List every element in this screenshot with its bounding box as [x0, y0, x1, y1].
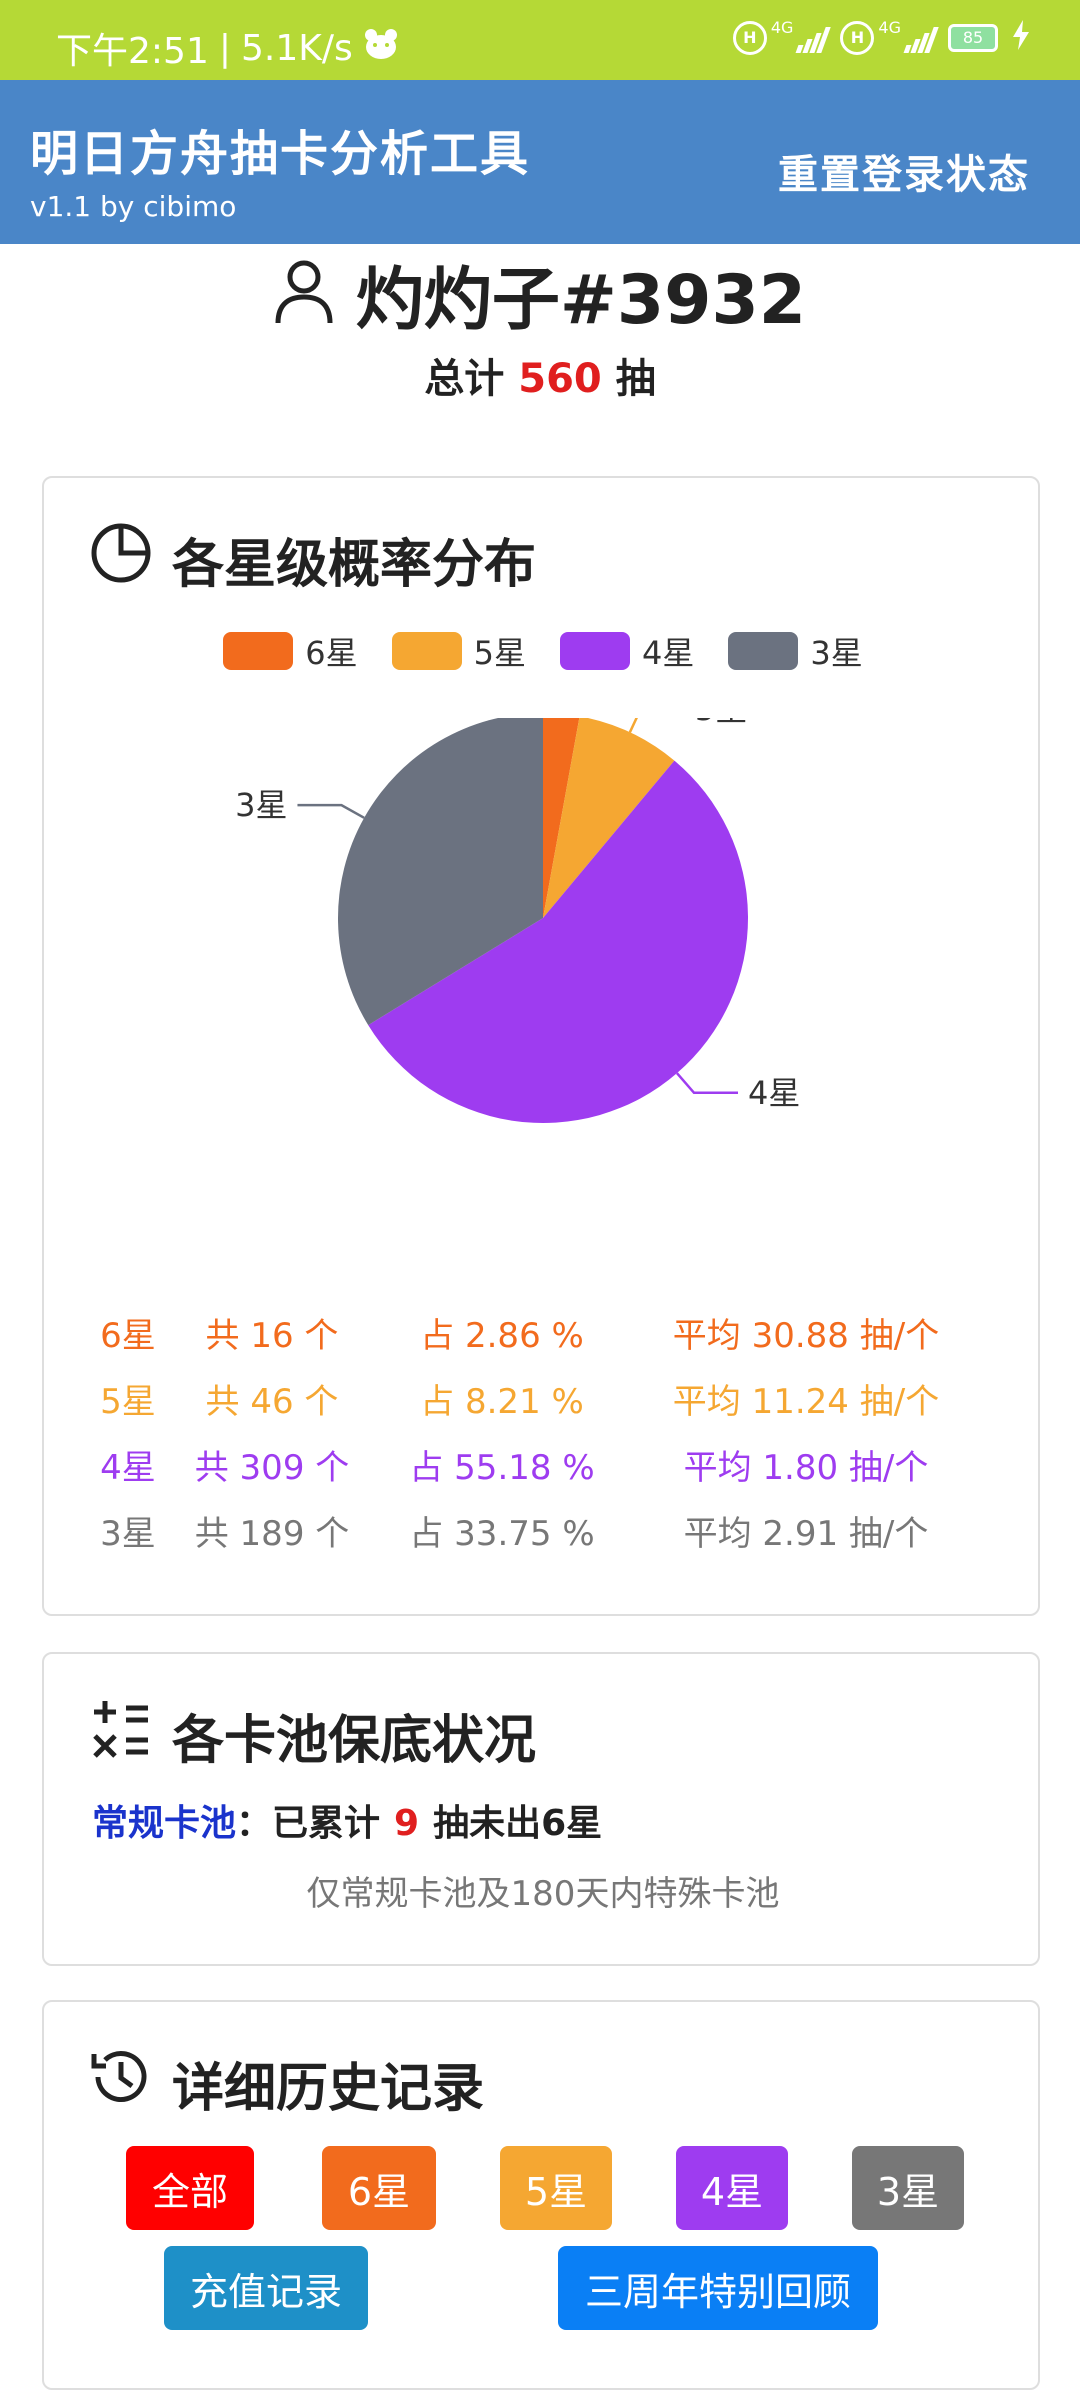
status-speed: 5.1K/s: [240, 27, 353, 69]
recharge-record-button[interactable]: 充值记录: [164, 2246, 368, 2330]
history-card: 详细历史记录 全部 6星 5星 4星 3星 充值记录 三周年特别回顾: [42, 2000, 1040, 2390]
legend-item-4[interactable]: 4星: [560, 628, 694, 674]
pie-leader-5: [628, 718, 638, 733]
charging-icon: [1012, 20, 1030, 55]
history-title: 详细历史记录: [90, 2046, 484, 2121]
pity-count: 9: [394, 1803, 420, 1844]
reset-login-button[interactable]: 重置登录状态: [778, 152, 1030, 198]
chart-legend: 6星 5星 4星 3星: [44, 628, 1042, 674]
pie-chart-icon: [90, 522, 152, 597]
pie-leader-3: [297, 803, 365, 819]
app-version: v1.1 by cibimo: [30, 190, 237, 223]
legend-item-5[interactable]: 5星: [391, 628, 526, 674]
total-count: 560: [518, 356, 602, 402]
pie-label-5: 5星: [695, 718, 747, 728]
calculator-icon: [90, 1698, 152, 1773]
pool-status: 常规卡池：已累计 9 抽未出6星: [92, 1803, 603, 1844]
filter-6star-button[interactable]: 6星: [322, 2146, 436, 2230]
pool-title: 各卡池保底状况: [90, 1698, 536, 1773]
status-time: 下午2:51: [56, 31, 209, 72]
anniversary-review-button[interactable]: 三周年特别回顾: [558, 2246, 878, 2330]
signal-icon-2: H 4G: [840, 18, 939, 55]
user-icon: [274, 259, 334, 329]
bear-icon: [363, 28, 399, 69]
pie-label-3: 3星: [235, 786, 287, 824]
pie-slice-6[interactable]: [543, 718, 580, 918]
filter-4star-button[interactable]: 4星: [676, 2146, 788, 2230]
pool-card: 各卡池保底状况 常规卡池：已累计 9 抽未出6星 仅常规卡池及180天内特殊卡池: [42, 1652, 1040, 1966]
stats-row-6: 6星 共 16 个 占 2.86 % 平均 30.88 抽/个: [100, 1316, 940, 1356]
signal-icon: H 4G: [732, 18, 832, 55]
pie-slice-3[interactable]: [338, 718, 543, 1026]
legend-item-6[interactable]: 6星: [223, 628, 358, 674]
status-bar: 下午2:51 | 5.1K/s H 4G H 4G 85: [0, 0, 1080, 80]
filter-all-button[interactable]: 全部: [126, 2146, 254, 2230]
distribution-card: 各星级概率分布 6星 5星 4星 3星 6星 5星 4星 3星 6星 共 16 个 占…: [42, 476, 1040, 1616]
filter-3star-button[interactable]: 3星: [852, 2146, 964, 2230]
distribution-title: 各星级概率分布: [90, 522, 536, 597]
pool-name: 常规卡池: [92, 1803, 237, 1844]
total-pulls: 总计 560 抽: [424, 356, 656, 402]
pool-note: 仅常规卡池及180天内特殊卡池: [306, 1874, 780, 1914]
legend-item-3[interactable]: 3星: [728, 628, 863, 674]
pie-leader-4: [676, 1072, 739, 1095]
battery-icon: 85: [948, 23, 998, 52]
app-bar: 明日方舟抽卡分析工具 v1.1 by cibimo 重置登录状态: [0, 80, 1080, 244]
pie-slice-5[interactable]: [543, 718, 675, 918]
user-name: 灼灼子#3932: [355, 261, 807, 340]
pie-slice-4[interactable]: [368, 760, 749, 1123]
status-divider: |: [218, 27, 231, 69]
pie-label-4: 4星: [748, 1074, 800, 1112]
app-title: 明日方舟抽卡分析工具: [30, 126, 531, 182]
stats-row-4: 4星 共 309 个 占 55.18 % 平均 1.80 抽/个: [100, 1448, 929, 1488]
user-header: 灼灼子#3932: [0, 244, 1080, 343]
stats-row-5: 5星 共 46 个 占 8.21 % 平均 11.24 抽/个: [100, 1382, 940, 1422]
history-icon: [90, 2046, 152, 2121]
stats-row-3: 3星 共 189 个 占 33.75 % 平均 2.91 抽/个: [100, 1514, 929, 1554]
filter-5star-button[interactable]: 5星: [500, 2146, 612, 2230]
